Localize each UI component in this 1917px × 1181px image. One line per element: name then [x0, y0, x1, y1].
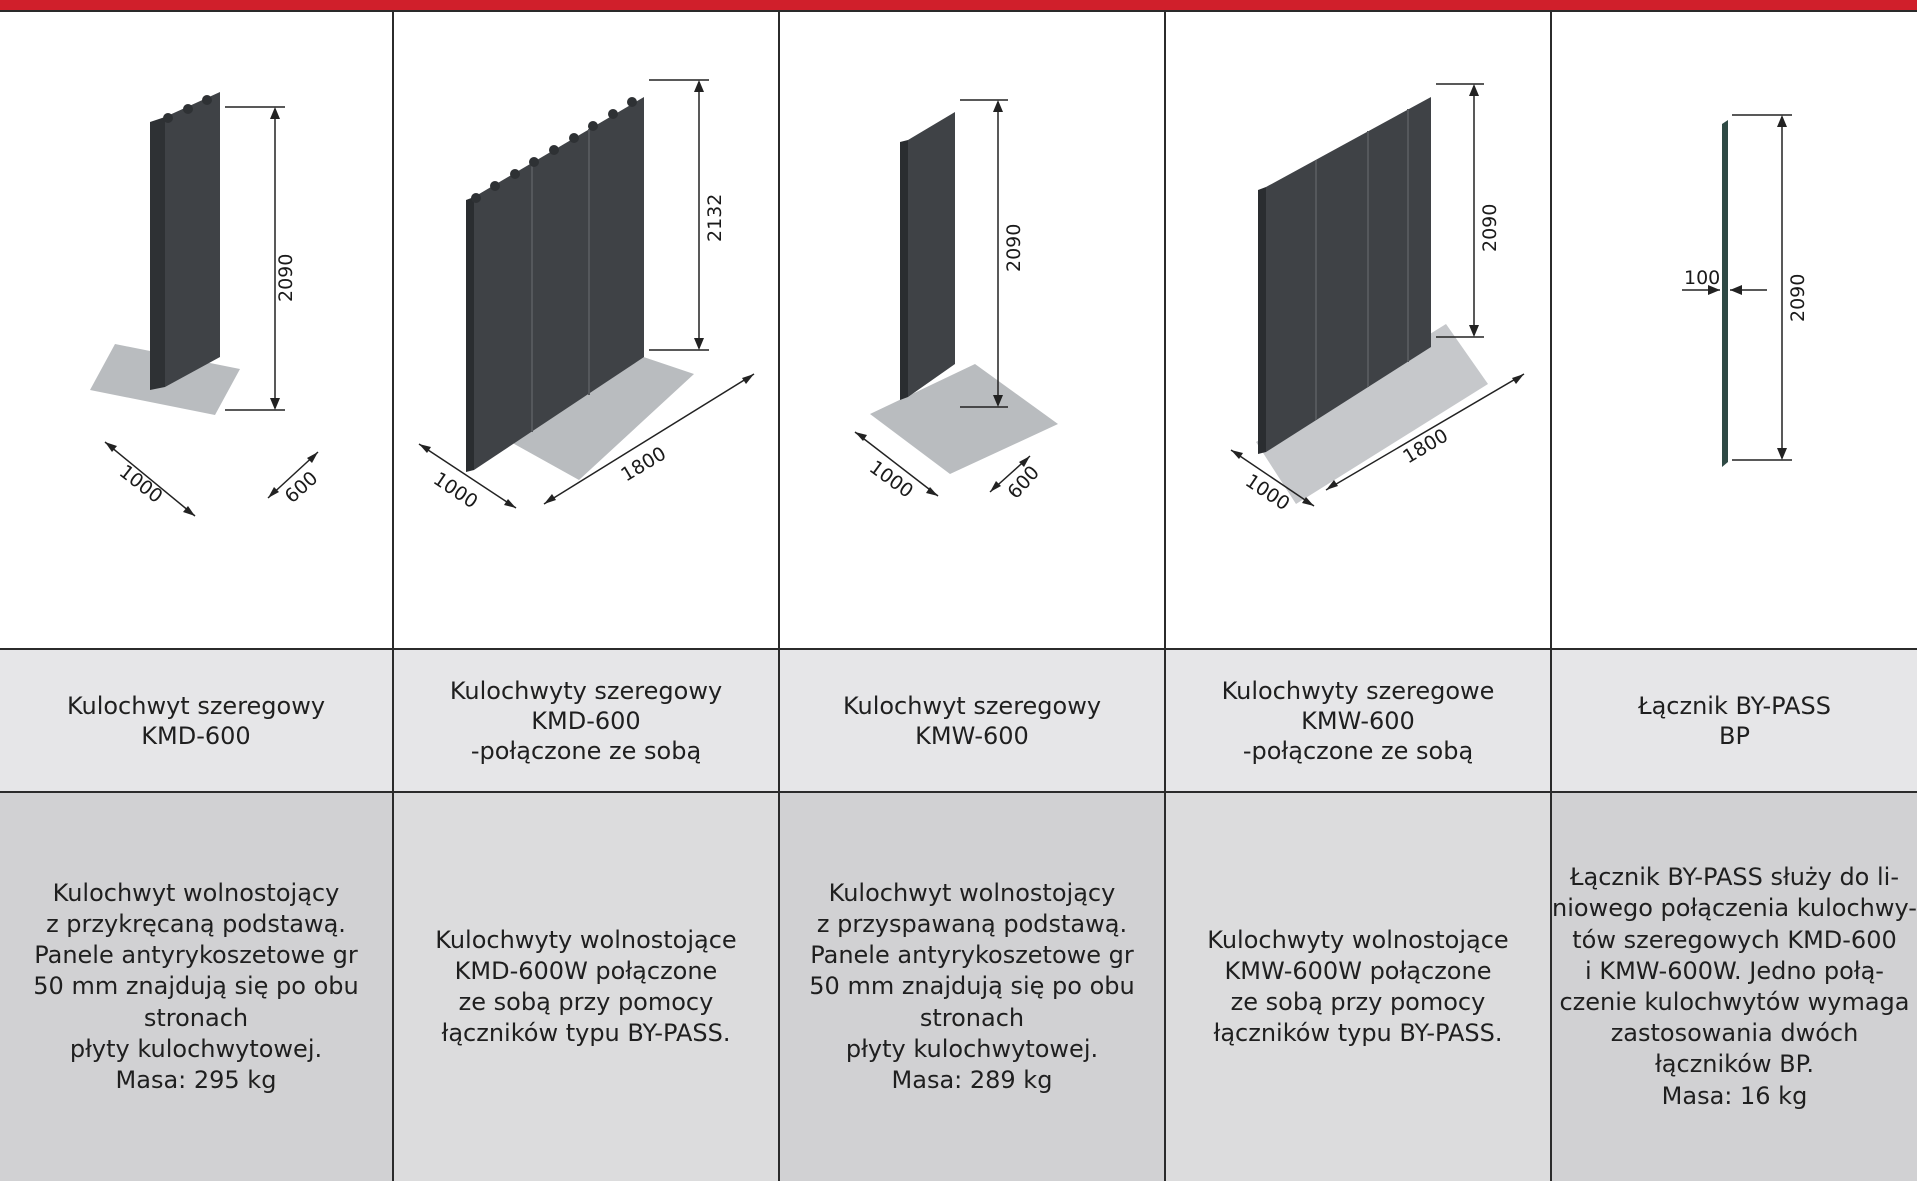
dim-height: 2090	[1479, 204, 1501, 252]
product-name-cell: Kulochwyty szeregowy KMD-600 -połączone …	[394, 650, 780, 793]
dim-width: 1800	[617, 443, 670, 487]
base-plate	[870, 364, 1058, 474]
product-image-bp: 2090 100	[1552, 12, 1917, 650]
product-description: Kulochwyt wolnostojący z przykręcaną pod…	[33, 878, 359, 1094]
product-description-cell: Łącznik BY-PASS służy do li- niowego poł…	[1552, 793, 1917, 1181]
top-accent-bar	[0, 0, 1917, 12]
product-description: Kulochwyt wolnostojący z przyspawaną pod…	[809, 878, 1135, 1094]
product-name-cell: Kulochwyt szeregowy KMW-600	[780, 650, 1166, 793]
dim-length: 1000	[429, 468, 481, 513]
base-plate	[489, 342, 694, 480]
product-image-kmd-600-joined: 2132 1000 1800	[394, 12, 780, 650]
product-name: Kulochwyt szeregowy KMD-600	[66, 691, 326, 750]
dim-length: 1000	[115, 461, 167, 508]
connector-bar	[1722, 120, 1728, 467]
dim-thickness: 100	[1684, 267, 1720, 289]
panel-edge	[900, 140, 908, 400]
dim-height: 2090	[275, 254, 297, 302]
product-description-cell: Kulochwyty wolnostojące KMD-600W połączo…	[394, 793, 780, 1181]
dim-width: 600	[1003, 462, 1044, 504]
product-name-cell: Kulochwyty szeregowe KMW-600 -połączone …	[1166, 650, 1552, 793]
product-name-cell: Kulochwyt szeregowy KMD-600	[0, 650, 394, 793]
product-description-cell: Kulochwyt wolnostojący z przykręcaną pod…	[0, 793, 394, 1181]
dim-length: 1000	[865, 456, 917, 502]
panel-edge	[466, 197, 474, 472]
panel-side	[165, 92, 220, 387]
dim-height: 2090	[1003, 224, 1025, 272]
product-description: Łącznik BY-PASS służy do li- niowego poł…	[1552, 863, 1917, 1110]
product-description: Kulochwyty wolnostojące KMW-600W połączo…	[1207, 925, 1509, 1048]
product-table: 2090 1000 600	[0, 12, 1917, 1181]
product-image-kmw-600-joined: 2090 1000 1800	[1166, 12, 1552, 650]
dim-height: 2090	[1787, 274, 1809, 322]
product-image-kmd-600: 2090 1000 600	[0, 12, 394, 650]
base-plate	[1256, 324, 1488, 504]
panel-front	[474, 97, 644, 470]
panel-front	[1266, 97, 1431, 452]
product-name: Kulochwyty szeregowy KMD-600 -połączone …	[449, 676, 723, 765]
product-description: Kulochwyty wolnostojące KMD-600W połączo…	[435, 925, 737, 1048]
product-name: Kulochwyt szeregowy KMW-600	[842, 691, 1102, 750]
dim-width: 600	[281, 467, 323, 508]
product-name-cell: Łącznik BY-PASS BP	[1552, 650, 1917, 793]
product-image-kmw-600: 2090 1000 600	[780, 12, 1166, 650]
dim-height: 2132	[704, 194, 726, 242]
product-name: Kulochwyty szeregowe KMW-600 -połączone …	[1221, 676, 1495, 765]
panel-side	[908, 112, 955, 397]
product-name: Łącznik BY-PASS BP	[1638, 691, 1831, 750]
product-description-cell: Kulochwyty wolnostojące KMW-600W połączo…	[1166, 793, 1552, 1181]
panel-edge	[1258, 187, 1266, 454]
panel-edge	[150, 117, 165, 390]
product-description-cell: Kulochwyt wolnostojący z przyspawaną pod…	[780, 793, 1166, 1181]
